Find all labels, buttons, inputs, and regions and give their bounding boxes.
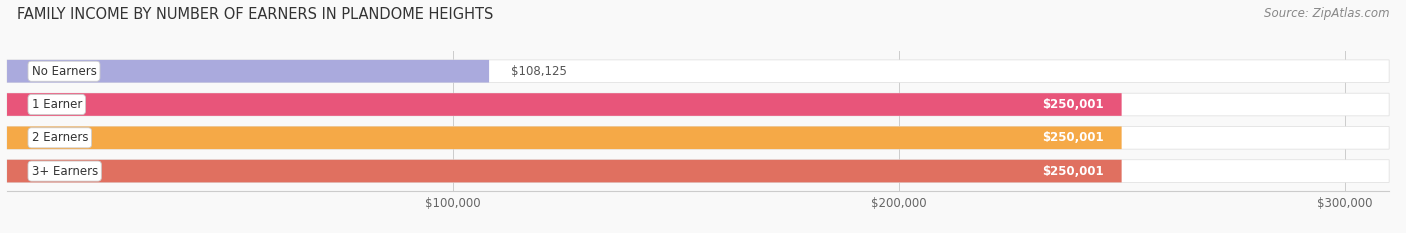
Text: $250,001: $250,001 — [1042, 98, 1104, 111]
Text: $108,125: $108,125 — [512, 65, 567, 78]
FancyBboxPatch shape — [7, 93, 1122, 116]
FancyBboxPatch shape — [7, 127, 1389, 149]
Text: No Earners: No Earners — [31, 65, 97, 78]
FancyBboxPatch shape — [7, 60, 489, 82]
FancyBboxPatch shape — [7, 93, 1389, 116]
Text: 3+ Earners: 3+ Earners — [31, 164, 98, 178]
Text: $250,001: $250,001 — [1042, 131, 1104, 144]
FancyBboxPatch shape — [7, 127, 1122, 149]
Text: 1 Earner: 1 Earner — [31, 98, 82, 111]
FancyBboxPatch shape — [7, 160, 1122, 182]
Text: 2 Earners: 2 Earners — [31, 131, 89, 144]
Text: $250,001: $250,001 — [1042, 164, 1104, 178]
FancyBboxPatch shape — [7, 60, 1389, 82]
Text: FAMILY INCOME BY NUMBER OF EARNERS IN PLANDOME HEIGHTS: FAMILY INCOME BY NUMBER OF EARNERS IN PL… — [17, 7, 494, 22]
Text: Source: ZipAtlas.com: Source: ZipAtlas.com — [1264, 7, 1389, 20]
FancyBboxPatch shape — [7, 160, 1389, 182]
